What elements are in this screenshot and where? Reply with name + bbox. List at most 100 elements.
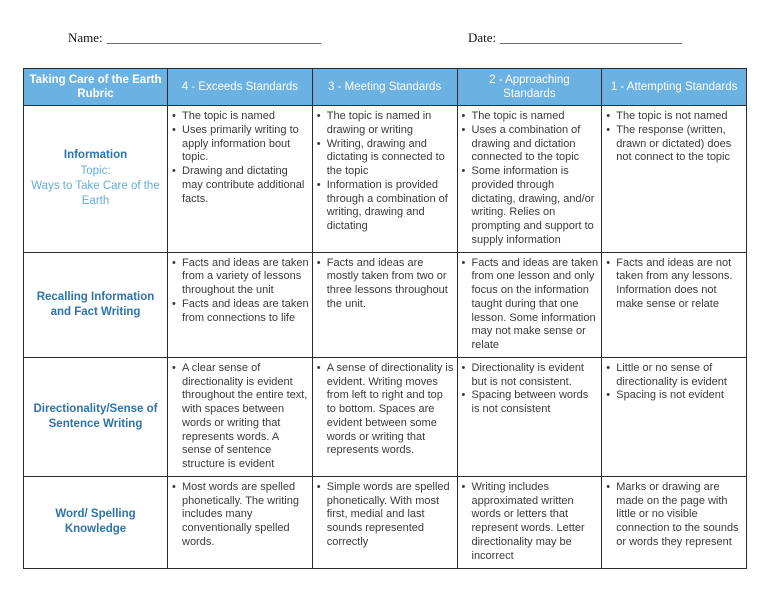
bullet-item: • A sense of directionality is evident. W… — [317, 362, 454, 458]
criteria-cell: • The topic is named • Uses a combination o… — [456, 105, 603, 253]
bullet-text: Facts and ideas are not taken from any l… — [616, 256, 733, 310]
bullet-text: Uses a combination of drawing and dictat… — [471, 123, 581, 164]
table-row: Word/ Spelling Knowledge • Most words are … — [23, 475, 747, 569]
bullet-icon: • — [461, 123, 466, 136]
bullet-icon: • — [316, 256, 321, 269]
bullet-icon: • — [316, 178, 321, 191]
bullet-text: A sense of directionality is evident. Wr… — [326, 361, 454, 457]
bullet-icon: • — [316, 137, 321, 150]
bullet-item: • Facts and ideas are mostly taken from t… — [317, 257, 454, 312]
bullet-text: The topic is named — [471, 110, 565, 122]
criteria-cell: • A sense of directionality is evident. W… — [311, 356, 458, 477]
bullet-text: The response (written, drawn or dictated… — [616, 123, 732, 164]
bullet-item: • Uses primarily writing to apply informa… — [172, 124, 309, 165]
date-label: Date: — [468, 30, 497, 45]
bullet-item: • Simple words are spelled phonetically. … — [317, 481, 454, 550]
rubric-body: Information Topic: Ways to Take Care of t… — [23, 105, 747, 569]
bullet-item: • The topic is not named — [606, 110, 743, 124]
row-label-cell: Word/ Spelling Knowledge — [23, 475, 168, 569]
criteria-cell: • Facts and ideas are taken from a variet… — [167, 251, 313, 358]
bullet-text: The topic is named in drawing or writing — [326, 110, 432, 136]
row-label: Recalling Information and Fact Writing — [36, 290, 155, 318]
bullet-icon: • — [172, 256, 176, 269]
date-field: Date: ____________________________ — [468, 30, 682, 46]
column-header-exceeds: 4 - Exceeds Standards — [167, 68, 313, 106]
criteria-cell: • Facts and ideas are taken from one less… — [456, 251, 603, 358]
bullet-icon: • — [172, 165, 176, 177]
criteria-cell: • Directionality is evident but is not co… — [456, 356, 603, 477]
bullet-icon: • — [316, 361, 321, 374]
bullet-item: • Facts and ideas are taken from a variet… — [172, 257, 309, 298]
bullet-text: Some information is provided through dic… — [471, 165, 595, 246]
criteria-cell: • A clear sense of directionality is evid… — [167, 356, 313, 477]
bullet-icon: • — [606, 110, 611, 122]
column-header-attempting: 1 - Attempting Standards — [601, 68, 747, 106]
bullet-text: Uses primarily writing to apply informat… — [182, 123, 299, 164]
bullet-icon: • — [461, 110, 466, 122]
bullet-icon: • — [461, 480, 466, 493]
bullet-icon: • — [172, 361, 176, 374]
row-label-cell: Directionality/Sense of Sentence Writing — [23, 356, 168, 477]
table-row: Directionality/Sense of Sentence Writing… — [23, 356, 747, 477]
bullet-icon: • — [461, 165, 466, 177]
bullet-text: Facts and ideas are taken from one lesso… — [471, 256, 599, 352]
bullet-item: • Little or no sense of directionality is… — [606, 362, 743, 390]
name-field: Name: _________________________________ — [68, 30, 321, 46]
bullet-icon: • — [461, 361, 466, 374]
criteria-cell: • Writing includes approximated written w… — [456, 475, 603, 569]
bullet-icon: • — [172, 480, 176, 493]
bullet-text: Spacing between words is not consistent — [471, 389, 589, 415]
criteria-cell: • Simple words are spelled phonetically. … — [311, 475, 458, 569]
table-row: Information Topic: Ways to Take Care of t… — [23, 105, 747, 253]
bullet-text: Little or no sense of directionality is … — [616, 361, 727, 388]
bullet-item: • Directionality is evident but is not co… — [462, 362, 599, 390]
bullet-text: The topic is named — [182, 110, 275, 122]
header-row: Taking Care of the Earth Rubric 4 - Exce… — [23, 68, 747, 106]
name-blank-line: _________________________________ — [106, 30, 322, 45]
bullet-item: • Marks or drawing are made on the page w… — [606, 481, 743, 550]
bullet-icon: • — [461, 389, 466, 402]
bullet-text: Facts and ideas are taken from a variety… — [182, 256, 309, 297]
bullet-item: • Writing includes approximated written w… — [462, 481, 599, 564]
bullet-item: • Information is provided through a combi… — [317, 179, 454, 234]
criteria-cell: • The topic is named • Uses primarily writi… — [167, 105, 313, 253]
bullet-item: • Spacing between words is not consistent — [462, 389, 599, 417]
criteria-cell: • The topic is not named • The response (wr… — [601, 105, 747, 253]
bullet-text: A clear sense of directionality is evide… — [182, 361, 308, 470]
bullet-icon: • — [316, 480, 321, 493]
bullet-item: • The topic is named in drawing or writin… — [317, 110, 454, 138]
criteria-cell: • Facts and ideas are not taken from any … — [601, 251, 747, 358]
bullet-text: Marks or drawing are made on the page wi… — [616, 480, 739, 548]
bullet-item: • Drawing and dictating may contribute ad… — [172, 165, 309, 206]
column-header-approaching: 2 - Approaching Standards — [456, 68, 603, 106]
criteria-cell: • Most words are spelled phonetically. Th… — [167, 475, 313, 569]
bullet-item: • The response (written, drawn or dictate… — [606, 124, 743, 165]
bullet-item: • The topic is named — [462, 110, 599, 124]
bullet-icon: • — [606, 361, 611, 374]
row-label: Directionality/Sense of Sentence Writing — [33, 402, 158, 430]
bullet-item: • Facts and ideas are not taken from any … — [606, 257, 743, 312]
bullet-icon: • — [172, 110, 176, 122]
bullet-icon: • — [172, 123, 176, 136]
bullet-text: Information is provided through a combin… — [326, 178, 448, 232]
bullet-icon: • — [606, 123, 611, 136]
rubric-title: Taking Care of the Earth Rubric — [23, 68, 168, 106]
column-header-meeting: 3 - Meeting Standards — [311, 68, 458, 106]
criteria-cell: • Marks or drawing are made on the page w… — [601, 475, 747, 569]
table-row: Recalling Information and Fact Writing • F… — [23, 251, 747, 358]
bullet-icon: • — [316, 110, 321, 122]
bullet-text: Facts and ideas are taken from connectio… — [182, 297, 309, 324]
bullet-text: Most words are spelled phonetically. The… — [182, 480, 299, 548]
bullet-icon: • — [606, 480, 611, 493]
rubric-table: Taking Care of the Earth Rubric 4 - Exce… — [23, 68, 747, 569]
criteria-cell: • The topic is named in drawing or writin… — [311, 105, 458, 253]
criteria-cell: • Facts and ideas are mostly taken from t… — [311, 251, 458, 358]
bullet-icon: • — [461, 256, 466, 269]
date-blank-line: ____________________________ — [500, 30, 683, 45]
bullet-item: • Writing, drawing and dictating is conne… — [317, 138, 454, 179]
bullet-text: Drawing and dictating may contribute add… — [182, 165, 305, 205]
row-label-cell: Recalling Information and Fact Writing — [23, 251, 168, 358]
row-sublabel: Topic: Ways to Take Care of the Earth — [31, 165, 160, 208]
name-label: Name: — [68, 30, 103, 45]
